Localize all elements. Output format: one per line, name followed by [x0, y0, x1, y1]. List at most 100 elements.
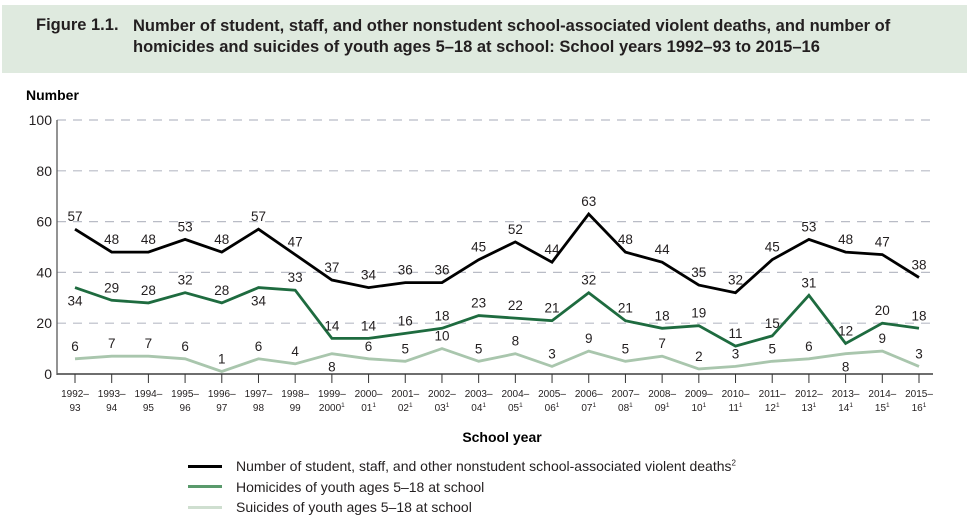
data-label-homicides: 34 — [67, 294, 83, 309]
data-label-homicides: 32 — [178, 273, 193, 288]
data-label-violent-deaths: 48 — [214, 232, 229, 247]
data-label-homicides: 32 — [581, 273, 596, 288]
y-tick-label: 40 — [36, 264, 52, 280]
data-label-homicides: 31 — [801, 275, 816, 290]
x-tick-label-top: 1999– — [318, 389, 346, 400]
data-label-suicides: 7 — [145, 336, 153, 351]
x-tick-label-top: 1998– — [281, 389, 309, 400]
x-tick-label-bottom: 111 — [729, 402, 743, 414]
y-tick-label: 20 — [36, 315, 52, 331]
data-label-suicides: 8 — [328, 360, 336, 375]
data-label-suicides: 5 — [475, 341, 483, 356]
legend-swatch-homicides — [188, 485, 222, 489]
data-label-violent-deaths: 52 — [508, 222, 523, 237]
footnote-marker: 1 — [556, 402, 560, 409]
x-tick-label-top: 2005– — [538, 389, 566, 400]
data-label-violent-deaths: 34 — [361, 268, 377, 283]
x-tick-label-top: 1992– — [61, 389, 89, 400]
data-label-homicides: 11 — [729, 326, 743, 341]
data-label-homicides: 18 — [434, 308, 449, 323]
data-label-violent-deaths: 35 — [691, 265, 706, 280]
x-tick-label-bottom: 20001 — [319, 402, 345, 414]
data-label-suicides: 6 — [365, 339, 373, 354]
x-axis-ticks: 1992– 93 1993– 94 1994– 95 1995– 96 1996– 97 1997–… — [61, 374, 933, 414]
legend-item-violent-deaths: Number of student, staff, and other nons… — [188, 456, 736, 477]
x-tick-label-bottom: 041 — [471, 402, 486, 414]
x-tick-label-bottom: 081 — [618, 402, 633, 414]
footnote-marker: 1 — [666, 402, 670, 409]
x-tick-label-top: 2014– — [868, 389, 896, 400]
figure-title: Number of student, staff, and other nons… — [133, 17, 891, 56]
data-label-homicides: 20 — [875, 303, 890, 318]
legend-label-homicides: Homicides of youth ages 5–18 at school — [236, 478, 485, 495]
data-label-homicides: 21 — [618, 301, 633, 316]
legend-item-homicides: Homicides of youth ages 5–18 at school — [188, 477, 736, 498]
legend-label-violent-deaths: Number of student, staff, and other nons… — [236, 458, 736, 474]
footnote-marker: 1 — [446, 402, 450, 409]
data-label-homicides: 28 — [141, 283, 156, 298]
data-label-homicides: 22 — [508, 298, 523, 313]
x-tick-label-bottom: 161 — [912, 402, 927, 414]
footnote-marker: 1 — [849, 402, 853, 409]
legend: Number of student, staff, and other nons… — [188, 456, 736, 518]
x-tick-label-bottom: 031 — [435, 402, 450, 414]
legend-label-suicides: Suicides of youth ages 5–18 at school — [236, 499, 472, 516]
data-label-homicides: 19 — [691, 306, 706, 321]
data-label-suicides: 2 — [695, 349, 703, 364]
footnote-marker: 1 — [886, 402, 890, 409]
x-tick-label-bottom: 99 — [290, 403, 302, 414]
data-label-violent-deaths: 44 — [545, 242, 561, 257]
x-tick-label-top: 2002– — [428, 389, 456, 400]
footnote-marker: 1 — [341, 402, 345, 409]
data-label-violent-deaths: 32 — [728, 273, 743, 288]
data-label-suicides: 5 — [768, 341, 776, 356]
x-tick-label-bottom: 071 — [581, 402, 596, 414]
x-tick-label-bottom: 101 — [691, 402, 706, 414]
gridlines — [57, 119, 933, 324]
legend-text-violent-deaths: Number of student, staff, and other nons… — [236, 458, 732, 475]
footnote-marker: 1 — [519, 402, 523, 409]
footnote-marker: 1 — [629, 402, 633, 409]
series-line-homicides — [74, 286, 920, 348]
legend-item-suicides: Suicides of youth ages 5–18 at school — [188, 497, 736, 518]
data-label-suicides: 8 — [512, 334, 520, 349]
data-label-homicides: 33 — [288, 270, 303, 285]
x-tick-label-bottom: 021 — [398, 402, 413, 414]
x-tick-label-bottom: 95 — [143, 403, 155, 414]
data-label-homicides: 23 — [471, 296, 486, 311]
data-label-violent-deaths: 63 — [581, 194, 596, 209]
series-line-suicides — [74, 347, 920, 373]
x-tick-label-top: 2010– — [722, 389, 750, 400]
data-label-suicides: 6 — [71, 339, 79, 354]
footnote-marker: 1 — [703, 402, 707, 409]
data-label-suicides: 6 — [255, 339, 263, 354]
footnote-marker: 2 — [731, 458, 736, 468]
data-label-violent-deaths: 45 — [471, 240, 486, 255]
data-label-homicides: 16 — [398, 313, 413, 328]
x-tick-label-top: 2011– — [759, 389, 787, 400]
data-label-violent-deaths: 48 — [618, 232, 633, 247]
data-label-suicides: 6 — [805, 339, 813, 354]
y-tick-label: 0 — [44, 366, 52, 382]
x-tick-label-bottom: 151 — [875, 402, 890, 414]
y-tick-label: 100 — [29, 112, 53, 128]
data-label-suicides: 8 — [842, 360, 850, 375]
data-label-homicides: 12 — [838, 324, 853, 339]
data-label-suicides: 7 — [108, 336, 116, 351]
legend-swatch-suicides — [188, 505, 222, 509]
data-label-suicides: 5 — [622, 341, 630, 356]
x-tick-label-bottom: 061 — [545, 402, 560, 414]
x-tick-label-bottom: 97 — [216, 403, 228, 414]
x-tick-label-top: 2003– — [465, 389, 493, 400]
data-label-homicides: 14 — [361, 318, 377, 333]
data-label-suicides: 9 — [879, 331, 887, 346]
x-tick-label-top: 2004– — [501, 389, 529, 400]
x-tick-label-bottom: 051 — [508, 402, 523, 414]
x-tick-label-bottom: 131 — [802, 402, 817, 414]
footnote-marker: 1 — [482, 402, 486, 409]
data-label-violent-deaths: 44 — [655, 242, 671, 257]
data-label-violent-deaths: 38 — [911, 257, 926, 272]
x-tick-label-top: 1993– — [98, 389, 126, 400]
